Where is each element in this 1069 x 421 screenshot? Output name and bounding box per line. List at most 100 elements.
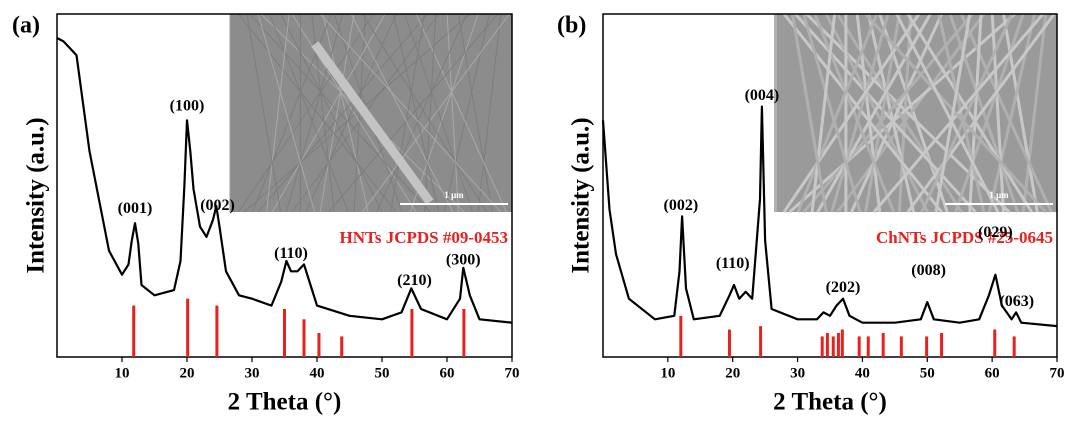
inset-texture xyxy=(1002,13,1039,213)
panel-label: (a) xyxy=(12,13,40,39)
inset-texture xyxy=(350,13,454,213)
inset-image xyxy=(229,14,512,212)
peak-label: (202) xyxy=(826,279,861,296)
inset-texture xyxy=(280,13,383,213)
xrd-curve xyxy=(56,37,513,324)
x-tick-label: 10 xyxy=(660,365,675,381)
inset-texture xyxy=(990,13,1006,213)
peak-label: (029) xyxy=(978,224,1013,241)
peak-label: (100) xyxy=(170,97,205,114)
inset-texture xyxy=(237,13,375,213)
inset-texture xyxy=(836,13,986,213)
peak-label: (008) xyxy=(911,262,946,279)
inset-texture xyxy=(305,13,397,213)
xrd-curve xyxy=(601,105,1058,328)
x-tick-label: 60 xyxy=(440,365,455,381)
x-axis-label: 2 Theta (°) xyxy=(228,389,342,416)
inset-texture xyxy=(866,13,915,213)
inset-texture xyxy=(393,13,440,213)
x-tick-label: 50 xyxy=(375,365,390,381)
peak-label: (063) xyxy=(999,293,1034,310)
inset-texture xyxy=(959,13,1053,213)
inset-texture xyxy=(409,13,479,213)
peak-label: (002) xyxy=(664,197,699,214)
inset-texture xyxy=(424,13,437,213)
inset-texture xyxy=(319,13,502,213)
inset-texture xyxy=(246,13,282,213)
inset-texture xyxy=(796,13,879,213)
plot-frame xyxy=(602,13,1058,358)
x-tick-label: 40 xyxy=(855,365,870,381)
y-axis-label: Intensity (a.u.) xyxy=(568,117,595,273)
y-axis-label: Intensity (a.u.) xyxy=(23,117,50,273)
x-tick-label: 20 xyxy=(725,365,740,381)
inset-texture xyxy=(443,13,490,213)
inset-texture xyxy=(895,13,1000,213)
inset-texture xyxy=(802,13,974,213)
peak-label: (002) xyxy=(200,197,235,214)
inset-texture xyxy=(855,13,882,213)
inset-texture xyxy=(872,13,1045,213)
x-axis-label: 2 Theta (°) xyxy=(773,389,887,416)
peak-label: (210) xyxy=(397,272,432,289)
inset-texture xyxy=(362,13,488,213)
inset-texture xyxy=(937,13,986,213)
inset-texture xyxy=(824,13,929,213)
inset-texture xyxy=(328,13,499,213)
inset-texture xyxy=(830,13,890,213)
inset-texture xyxy=(864,12,1047,214)
inset-texture xyxy=(446,13,459,213)
peak-label: (300) xyxy=(446,252,481,269)
x-tick-label: 20 xyxy=(180,365,195,381)
inset-texture xyxy=(237,13,397,213)
peak-label: (001) xyxy=(118,200,153,217)
inset-texture xyxy=(249,13,431,213)
reference-legend: HNTs JCPDS #09-0453 xyxy=(340,228,508,247)
x-tick-label: 30 xyxy=(245,365,260,381)
x-tick-label: 40 xyxy=(310,365,325,381)
x-tick-label: 70 xyxy=(505,365,520,381)
x-tick-label: 70 xyxy=(1050,365,1065,381)
inset-texture xyxy=(948,13,1020,213)
x-tick-label: 60 xyxy=(985,365,1000,381)
inset-texture xyxy=(266,13,290,213)
inset-texture xyxy=(954,13,1025,213)
inset-texture xyxy=(810,13,837,213)
inset-rod xyxy=(311,41,434,205)
inset-texture xyxy=(243,13,471,213)
peak-label: (004) xyxy=(745,87,780,104)
inset-texture xyxy=(319,13,355,213)
inset-texture xyxy=(268,13,349,213)
x-tick-label: 30 xyxy=(790,365,805,381)
inset-texture xyxy=(477,13,502,213)
inset-texture xyxy=(816,13,932,213)
inset-texture xyxy=(782,13,943,213)
inset-texture xyxy=(968,13,983,213)
inset-texture xyxy=(906,13,1033,213)
inset-texture xyxy=(802,13,862,213)
inset-texture xyxy=(920,13,1014,213)
inset-texture xyxy=(322,13,369,213)
inset-texture xyxy=(376,13,468,213)
inset-texture xyxy=(906,13,1056,213)
inset-texture xyxy=(813,13,896,213)
inset-texture xyxy=(257,13,316,213)
inset-texture xyxy=(257,13,428,213)
inset-texture xyxy=(457,13,493,213)
scale-label: 1 μm xyxy=(444,190,464,200)
inset-texture xyxy=(271,13,386,213)
inset-texture xyxy=(934,13,972,213)
inset-texture xyxy=(1021,13,1048,213)
inset-texture xyxy=(790,13,828,213)
inset-texture xyxy=(987,13,1036,213)
peak-label: (110) xyxy=(716,255,750,272)
inset-texture xyxy=(404,13,473,213)
panel-label: (b) xyxy=(557,13,586,39)
scale-label: 1 μm xyxy=(989,190,1009,200)
inset-texture xyxy=(794,12,977,214)
inset-texture xyxy=(285,13,344,213)
reference-legend: ChNTs JCPDS #25-0645 xyxy=(876,228,1053,247)
inset-texture xyxy=(390,13,426,213)
inset-texture xyxy=(850,13,943,213)
